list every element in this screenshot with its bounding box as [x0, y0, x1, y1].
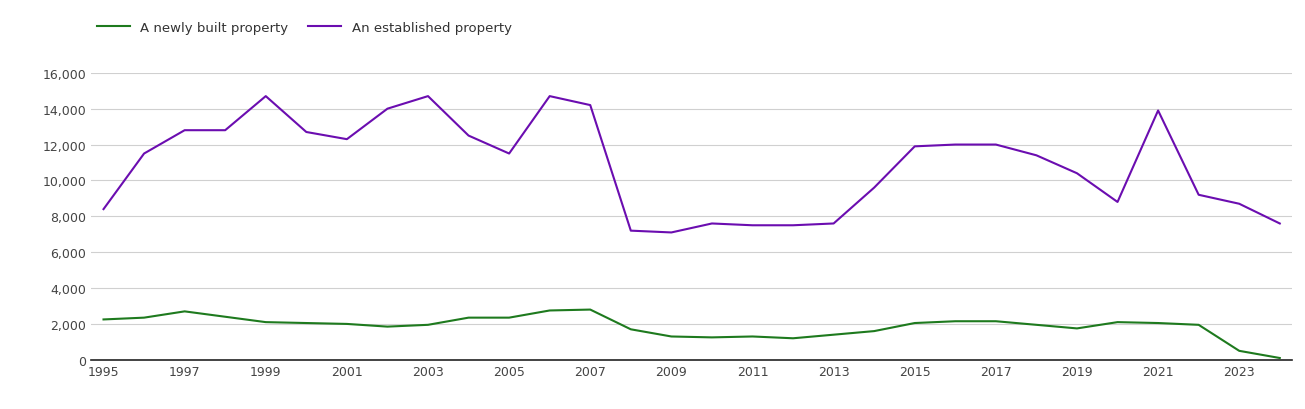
A newly built property [1109, 320, 1125, 325]
An established property [1150, 109, 1165, 114]
An established property [176, 128, 192, 133]
An established property [705, 222, 720, 227]
An established property [380, 107, 395, 112]
A newly built property [339, 321, 355, 326]
A newly built property [907, 321, 923, 326]
An established property [1191, 193, 1207, 198]
A newly built property [176, 309, 192, 314]
An established property [542, 94, 557, 99]
A newly built property [1150, 321, 1165, 326]
A newly built property [663, 334, 679, 339]
An established property [1028, 153, 1044, 158]
A newly built property [988, 319, 1004, 324]
A newly built property [1069, 326, 1084, 331]
An established property [947, 143, 963, 148]
An established property [1232, 202, 1248, 207]
An established property [218, 128, 234, 133]
A newly built property [867, 329, 882, 334]
A newly built property [380, 324, 395, 329]
An established property [461, 134, 476, 139]
An established property [867, 186, 882, 191]
Legend: A newly built property, An established property: A newly built property, An established p… [91, 16, 517, 40]
An established property [1109, 200, 1125, 205]
An established property [582, 103, 598, 108]
A newly built property [745, 334, 761, 339]
An established property [339, 137, 355, 142]
An established property [622, 229, 638, 234]
A newly built property [1272, 356, 1288, 361]
An established property [299, 130, 315, 135]
An established property [826, 222, 842, 227]
An established property [420, 94, 436, 99]
An established property [786, 223, 801, 228]
An established property [907, 144, 923, 149]
A newly built property [582, 308, 598, 312]
An established property [1069, 171, 1084, 176]
A newly built property [1028, 323, 1044, 328]
An established property [1272, 222, 1288, 227]
A newly built property [218, 315, 234, 319]
A newly built property [501, 315, 517, 320]
A newly built property [299, 321, 315, 326]
A newly built property [622, 327, 638, 332]
An established property [988, 143, 1004, 148]
A newly built property [136, 315, 151, 320]
A newly built property [95, 317, 111, 322]
A newly built property [542, 308, 557, 313]
An established property [95, 207, 111, 212]
An established property [501, 152, 517, 157]
An established property [745, 223, 761, 228]
A newly built property [705, 335, 720, 340]
An established property [258, 94, 274, 99]
An established property [136, 152, 151, 157]
A newly built property [1232, 348, 1248, 353]
Line: An established property: An established property [103, 97, 1280, 233]
A newly built property [947, 319, 963, 324]
A newly built property [786, 336, 801, 341]
A newly built property [1191, 323, 1207, 328]
An established property [663, 230, 679, 235]
A newly built property [461, 315, 476, 320]
A newly built property [258, 320, 274, 325]
Line: A newly built property: A newly built property [103, 310, 1280, 358]
A newly built property [420, 323, 436, 328]
A newly built property [826, 333, 842, 337]
